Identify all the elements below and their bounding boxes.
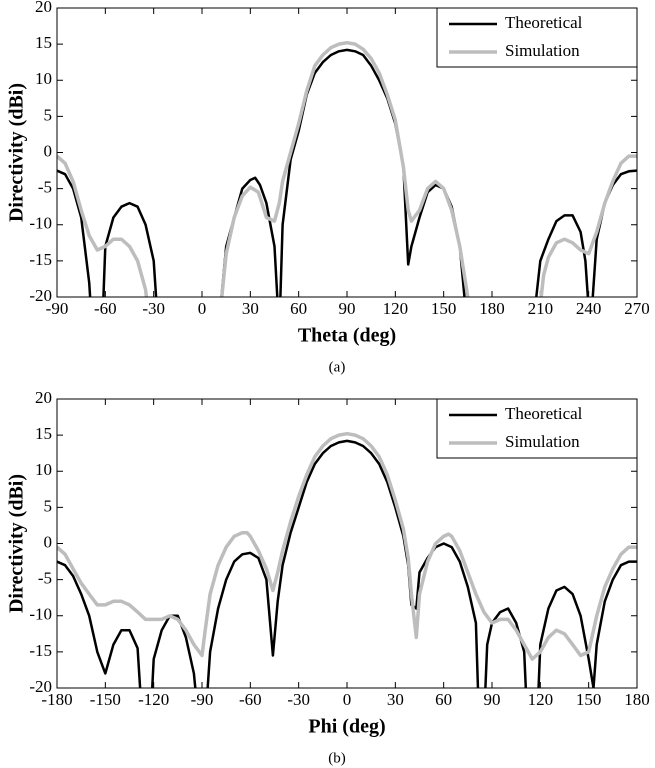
y-tick-label: 10 [35,460,52,479]
x-axis-label: Phi (deg) [308,716,385,738]
x-axis-label: Theta (deg) [298,325,396,347]
y-tick-label: 20 [35,388,52,407]
data-line [57,439,637,688]
x-tick-label: 0 [343,690,352,709]
legend-box [436,7,638,68]
y-tick-label: -20 [29,286,52,305]
x-tick-label: -120 [138,690,169,709]
x-tick-label: 60 [435,690,452,709]
x-tick-label: 0 [198,299,207,318]
caption: (b) [328,750,346,766]
axes-box [56,398,638,689]
x-tick-label: 30 [387,690,404,709]
x-tick-label: 30 [242,299,259,318]
x-tick-label: 180 [624,690,650,709]
x-tick-label: 60 [290,299,307,318]
x-tick-label: -150 [90,690,121,709]
x-tick-label: 150 [431,299,457,318]
y-axis-label: Directivity (dBi) [6,474,28,613]
y-tick-label: 10 [35,69,52,88]
y-tick-label: 0 [44,141,53,160]
legend-label: Theoretical [505,404,583,423]
x-tick-label: 150 [576,690,602,709]
y-tick-label: -10 [29,214,52,233]
x-tick-label: 90 [339,299,356,318]
x-tick-label: -30 [142,299,165,318]
y-tick-label: -15 [29,250,52,269]
legend-box [436,398,638,459]
data-line [57,431,637,661]
data-line [57,40,637,297]
y-tick-label: 0 [44,532,53,551]
x-tick-label: 120 [383,299,409,318]
legend-label: Simulation [505,41,580,60]
y-tick-label: -5 [38,178,52,197]
y-tick-label: -20 [29,677,52,696]
x-tick-label: -60 [239,690,262,709]
y-tick-label: 20 [35,0,52,16]
x-tick-label: 240 [576,299,602,318]
x-tick-label: 210 [528,299,554,318]
y-tick-label: 5 [44,496,53,515]
x-tick-label: 120 [528,690,554,709]
axes-box [56,7,638,298]
x-tick-label: -60 [94,299,117,318]
x-tick-label: 90 [484,690,501,709]
x-tick-label: -30 [287,690,310,709]
legend-label: Theoretical [505,13,583,32]
caption: (a) [329,359,346,375]
legend-label: Simulation [505,432,580,451]
data-line [57,48,637,297]
x-tick-label: -90 [46,299,69,318]
x-tick-label: -180 [41,690,72,709]
y-tick-label: -10 [29,605,52,624]
x-tick-label: 180 [479,299,505,318]
x-tick-label: -90 [191,690,214,709]
y-tick-label: -5 [38,569,52,588]
y-tick-label: -15 [29,641,52,660]
y-tick-label: 15 [35,424,52,443]
x-tick-label: 270 [624,299,650,318]
y-axis-label: Directivity (dBi) [6,83,28,222]
y-tick-label: 15 [35,33,52,52]
y-tick-label: 5 [44,105,53,124]
